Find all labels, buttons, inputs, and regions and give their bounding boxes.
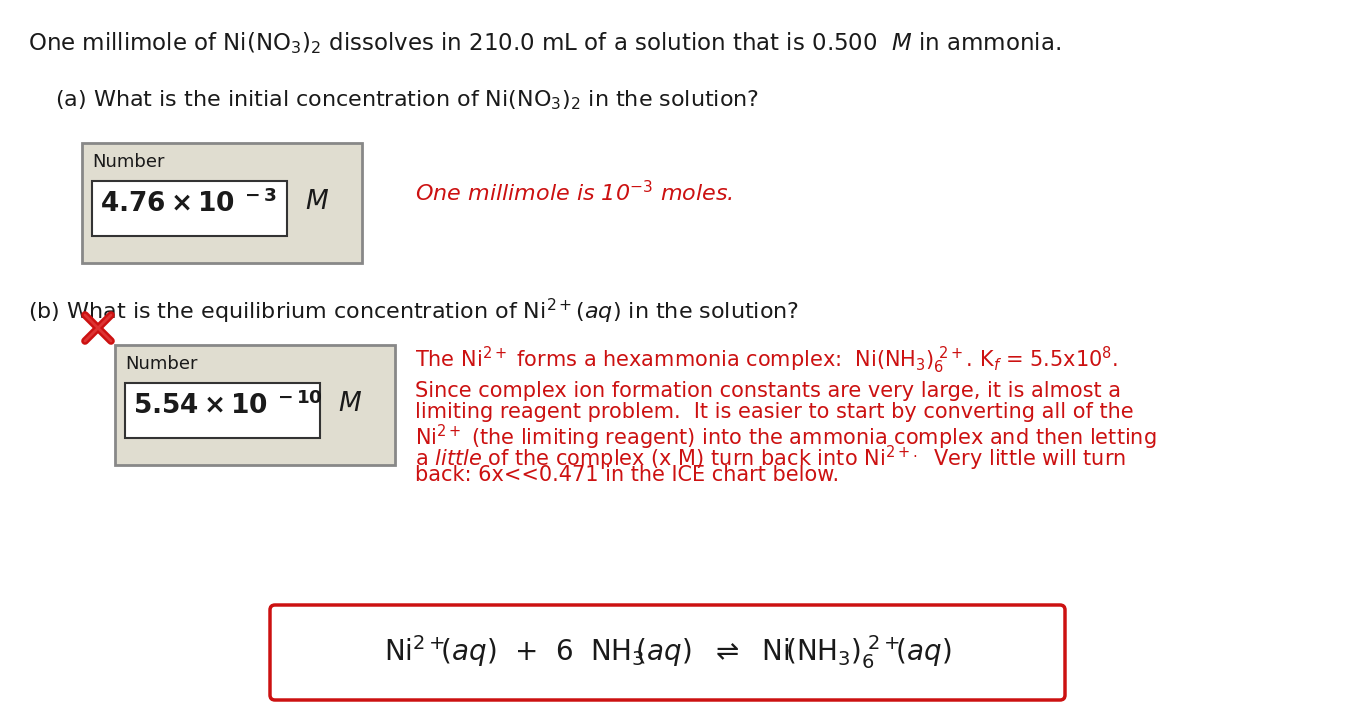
- Text: a $\mathit{little}$ of the complex (x M) turn back into Ni$^{2+.}$  Very little : a $\mathit{little}$ of the complex (x M)…: [415, 444, 1126, 473]
- Text: (a) What is the initial concentration of Ni(NO$_3)_2$ in the solution?: (a) What is the initial concentration of…: [55, 88, 759, 111]
- Text: (b) What is the equilibrium concentration of Ni$^{2+}$($aq$) in the solution?: (b) What is the equilibrium concentratio…: [28, 297, 799, 326]
- Text: $\mathit{M}$: $\mathit{M}$: [338, 391, 363, 417]
- FancyBboxPatch shape: [92, 181, 287, 236]
- Text: The Ni$^{2+}$ forms a hexammonia complex:  Ni(NH$_3)_6^{\ 2+}$. K$_f$ = 5.5x10$^: The Ni$^{2+}$ forms a hexammonia complex…: [415, 345, 1119, 376]
- Text: Number: Number: [125, 355, 198, 373]
- Text: limiting reagent problem.  It is easier to start by converting all of the: limiting reagent problem. It is easier t…: [415, 402, 1134, 422]
- Text: One millimole is 10$^{-3}$ moles.: One millimole is 10$^{-3}$ moles.: [415, 180, 733, 205]
- Text: back: 6x<<0.471 in the ICE chart below.: back: 6x<<0.471 in the ICE chart below.: [415, 465, 838, 485]
- FancyBboxPatch shape: [270, 605, 1065, 700]
- Text: Ni$^{2+}\!\!(aq)$  +  6  NH$_3\!\!(aq)$  $\rightleftharpoons$  Ni$\!\left(\mathr: Ni$^{2+}\!\!(aq)$ + 6 NH$_3\!\!(aq)$ $\r…: [384, 633, 952, 671]
- Text: One millimole of Ni(NO$_3)_2$ dissolves in 210.0 mL of a solution that is 0.500 : One millimole of Ni(NO$_3)_2$ dissolves …: [28, 30, 1061, 56]
- Text: $\mathit{M}$: $\mathit{M}$: [305, 189, 329, 215]
- FancyBboxPatch shape: [82, 143, 363, 263]
- Text: Since complex ion formation constants are very large, it is almost a: Since complex ion formation constants ar…: [415, 381, 1122, 401]
- Text: Number: Number: [92, 153, 164, 171]
- Text: $\mathbf{5.54 \times 10^{\ -10}}$: $\mathbf{5.54 \times 10^{\ -10}}$: [133, 391, 324, 419]
- Text: $\mathbf{4.76 \times 10^{\ -3}}$: $\mathbf{4.76 \times 10^{\ -3}}$: [100, 189, 276, 218]
- FancyBboxPatch shape: [125, 383, 319, 438]
- Text: Ni$^{2+}$ (the limiting reagent) into the ammonia complex and then letting: Ni$^{2+}$ (the limiting reagent) into th…: [415, 423, 1157, 452]
- FancyBboxPatch shape: [115, 345, 395, 465]
